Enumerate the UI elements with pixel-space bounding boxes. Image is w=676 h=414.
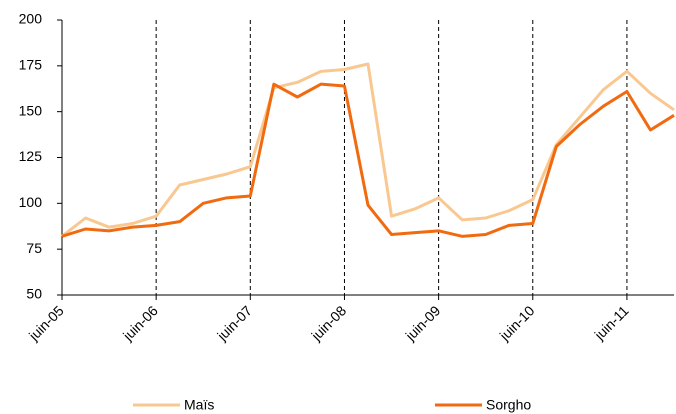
y-tick-label: 125 <box>19 148 43 164</box>
x-tick-label: juin-10 <box>496 302 538 344</box>
y-tick-label: 150 <box>19 102 43 118</box>
y-tick-label: 175 <box>19 57 43 73</box>
legend-label: Sorgho <box>486 397 531 413</box>
series-line <box>61 62 675 238</box>
series-line <box>61 82 675 238</box>
x-tick-label: juin-09 <box>402 302 444 344</box>
y-tick-label: 200 <box>19 11 43 27</box>
legend-label: Maïs <box>184 397 214 413</box>
x-tick-label: juin-05 <box>25 302 67 344</box>
y-tick-label: 50 <box>26 286 42 302</box>
x-tick-label: juin-08 <box>307 302 349 344</box>
x-tick-label: juin-06 <box>119 302 161 344</box>
x-tick-label: juin-07 <box>213 302 255 344</box>
x-tick-label: juin-11 <box>591 302 632 343</box>
y-tick-label: 75 <box>26 240 42 256</box>
y-tick-label: 100 <box>19 194 43 210</box>
